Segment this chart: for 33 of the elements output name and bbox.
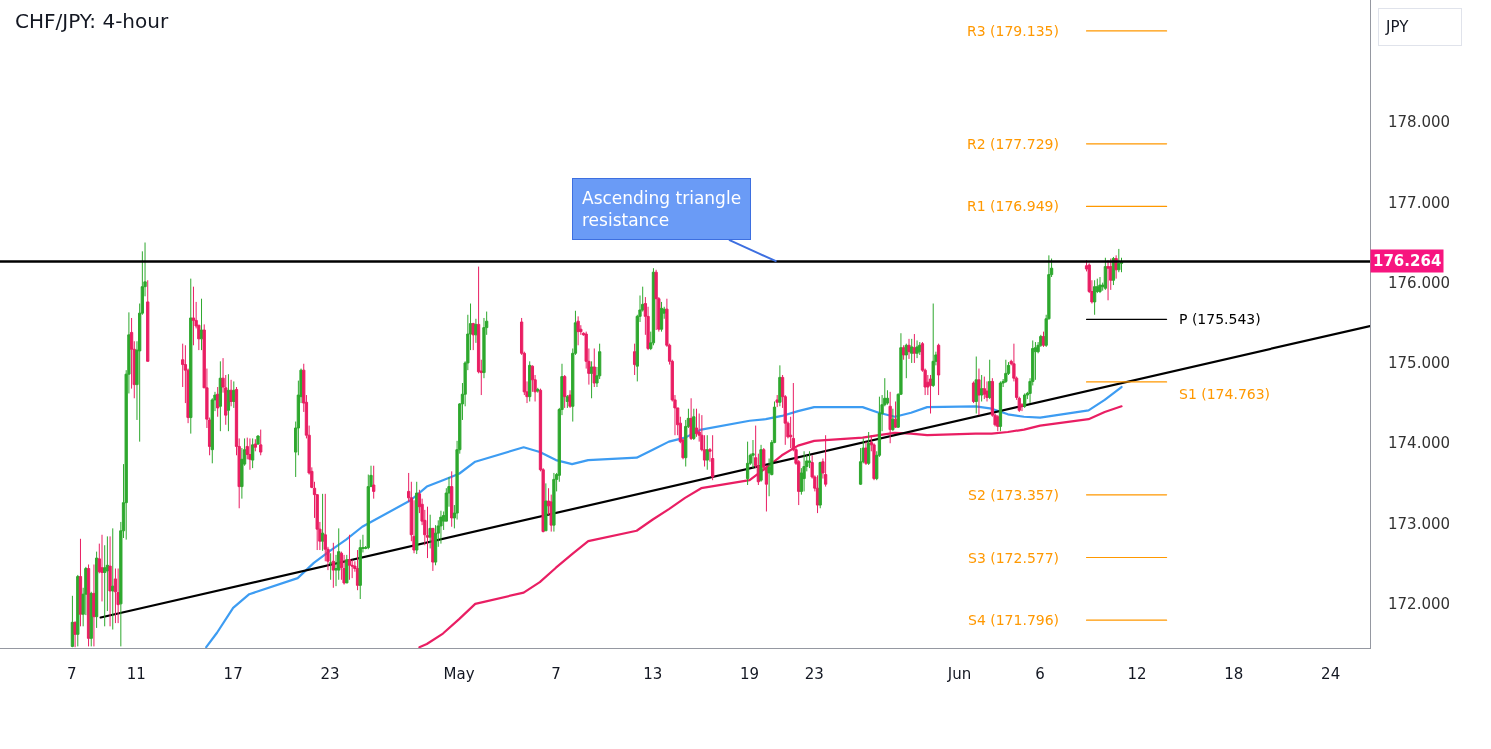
- y-tick-label: 177.000: [1388, 193, 1451, 212]
- x-tick-label: 7: [551, 665, 561, 683]
- x-tick-label: 17: [223, 665, 243, 683]
- x-tick-label: May: [443, 665, 475, 683]
- x-tick-label: 19: [740, 665, 760, 683]
- y-axis-title: JPY: [1385, 18, 1410, 36]
- series-label: S3 (172.577): [968, 550, 1060, 566]
- x-tick-label: 12: [1127, 665, 1147, 683]
- y-tick-label: 178.000: [1388, 113, 1451, 132]
- text: CHF/JPY: 4-hour: [15, 9, 169, 33]
- series-label: S2 (173.357): [968, 487, 1060, 503]
- x-tick-label: 7: [66, 665, 77, 683]
- y-tick-label: 175.000: [1388, 354, 1451, 373]
- series-label: R1 (176.949): [967, 198, 1059, 214]
- x-tick-label: 24: [1321, 665, 1341, 683]
- y-tick-label: 172.000: [1388, 595, 1451, 614]
- x-tick-label: Jun: [946, 665, 972, 683]
- x-tick-label: 23: [804, 665, 824, 683]
- series-label: R2 (177.729): [967, 136, 1059, 152]
- x-tick-label: 13: [643, 665, 663, 683]
- x-tick-label: 23: [320, 665, 340, 683]
- series-label: S4 (171.796): [968, 612, 1060, 628]
- x-tick-label: 11: [126, 665, 146, 683]
- y-tick-label: 174.000: [1388, 434, 1451, 453]
- series-label: P (175.543): [1179, 311, 1261, 327]
- series-label: R3 (179.135): [967, 23, 1059, 39]
- annotation: Ascending triangle resistance: [582, 188, 742, 231]
- x-tick-label: 6: [1035, 665, 1045, 683]
- ref-line-label: 176.264: [1373, 252, 1442, 270]
- y-tick-label: 176.000: [1388, 273, 1451, 292]
- x-tick-label: 18: [1224, 665, 1244, 683]
- series-label: S1 (174.763): [1179, 386, 1271, 402]
- y-tick-label: 173.000: [1388, 514, 1451, 533]
